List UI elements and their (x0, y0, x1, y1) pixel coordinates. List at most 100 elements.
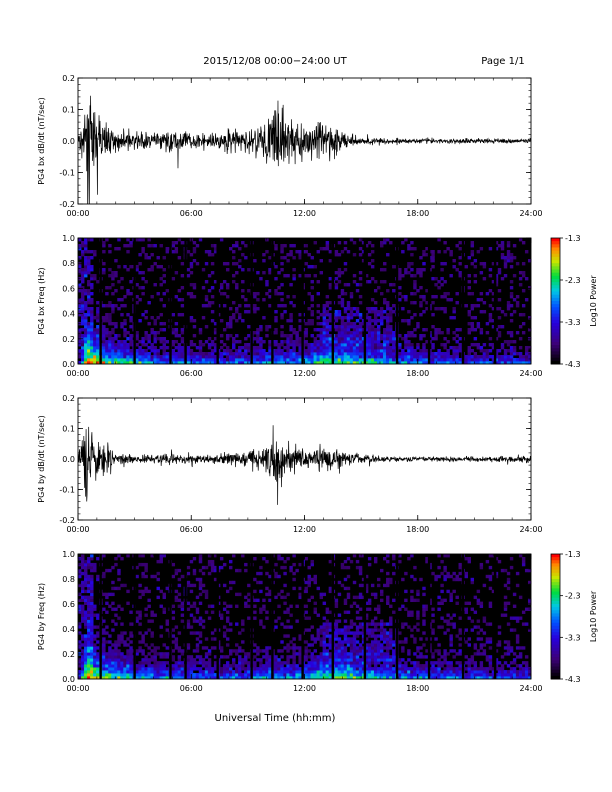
spectrogram-cell (141, 286, 145, 290)
spectrogram-cell (419, 664, 423, 668)
spectrogram-cell (325, 658, 330, 662)
spectrogram-cell (437, 667, 441, 671)
spectrogram-cell (247, 349, 251, 353)
spectrogram-cell (117, 673, 121, 677)
spectrogram-cell (509, 256, 514, 260)
spectrogram-cell (87, 595, 91, 600)
spectrogram-cell (222, 664, 227, 668)
spectrogram-cell (93, 331, 97, 335)
spectrogram-cell (210, 286, 215, 290)
spectrogram-cell (87, 295, 91, 299)
spectrogram-cell (355, 355, 360, 359)
spectrogram-cell (364, 313, 369, 317)
spectrogram-cell (120, 325, 124, 329)
spectrogram-cell (283, 583, 287, 588)
spectrogram-cell (364, 670, 369, 674)
spectrogram-cell (334, 343, 339, 347)
spectrogram-cell (527, 286, 532, 290)
spectrogram-cell (500, 343, 505, 347)
spectrogram-cell (144, 334, 148, 338)
spectrogram-cell (401, 250, 405, 254)
spectrogram-cell (482, 352, 487, 356)
spectrogram-cell (349, 619, 354, 623)
spectrogram-cell (102, 262, 106, 266)
spectrogram-cell (265, 325, 269, 329)
spectrogram-cell (114, 652, 118, 656)
spectrogram-cell (410, 628, 414, 632)
spectrogram-cell (446, 328, 450, 332)
spectrogram-cell (138, 238, 142, 242)
spectrogram-cell (383, 556, 387, 561)
colorbar-segment (551, 345, 560, 349)
spectrogram-cell (413, 355, 417, 359)
spectrogram-cell (123, 673, 127, 677)
spectrogram-cell (506, 340, 511, 344)
spectrogram-cell (138, 583, 142, 588)
spectrogram-cell (247, 652, 251, 656)
spectrogram-cell (370, 250, 375, 254)
spectrogram-cell (96, 301, 100, 305)
spectrogram-cell (174, 667, 179, 671)
spectrogram-cell (126, 352, 130, 356)
spectrogram-cell (337, 613, 342, 617)
spectrogram-cell (81, 571, 85, 576)
spectrogram-cell (494, 283, 499, 287)
spectrogram-cell (298, 361, 302, 365)
spectrogram-cell (328, 328, 333, 332)
spectrogram-cell (340, 670, 345, 674)
spectrogram-cell (192, 319, 197, 323)
spectrogram-cell (219, 565, 224, 570)
spectrogram-cell (96, 328, 100, 332)
spectrogram-cell (389, 334, 393, 338)
spectrogram-cell (295, 664, 299, 668)
spectrogram-cell (144, 574, 148, 579)
spectrogram-cell (449, 574, 453, 579)
spectrogram-cell (361, 658, 366, 662)
spectrogram-cell (325, 244, 330, 248)
spectrogram-cell (144, 589, 148, 594)
spectrogram-cell (238, 349, 242, 353)
spectrogram-cell (78, 265, 82, 269)
spectrogram-cell (449, 595, 453, 600)
spectrogram-cell (123, 319, 127, 323)
spectrogram-cell (292, 256, 296, 260)
spectrogram-cell (84, 616, 88, 620)
spectrogram-cell (337, 343, 342, 347)
spectrogram-cell (386, 337, 390, 341)
spectrogram-cell (180, 601, 185, 605)
spectrogram-cell (238, 658, 242, 662)
spectrogram-cell (488, 316, 493, 320)
spectrogram-cell (111, 322, 115, 326)
spectrogram-cell (373, 592, 378, 597)
spectrogram-cell (425, 664, 429, 668)
spectrogram-cell (90, 340, 94, 344)
spectrogram-cell (177, 568, 182, 573)
spectrogram-cell (141, 343, 145, 347)
spectrogram-cell (210, 667, 215, 671)
spectrogram-cell (355, 658, 360, 662)
spectrogram-cell (500, 241, 505, 245)
spectrogram-cell (386, 361, 390, 365)
spectrogram-cell (150, 331, 154, 335)
spectrogram-cell (274, 331, 278, 335)
spectrogram-cell (90, 325, 94, 329)
spectrogram-cell (78, 658, 82, 662)
spectrogram-cell (96, 577, 100, 582)
spectrogram-cell (325, 661, 330, 665)
spectrogram-cell (210, 352, 215, 356)
spectrogram-cell (198, 355, 203, 359)
spectrogram-cell (204, 595, 209, 600)
spectrogram-cell (316, 358, 320, 362)
spectrogram-cell (373, 559, 378, 564)
spectrogram-cell (102, 355, 106, 359)
spectrogram-cell (349, 313, 354, 317)
spectrogram-cell (253, 598, 257, 603)
spectrogram-cell (292, 658, 296, 662)
spectrogram-cell (102, 343, 106, 347)
spectrogram-cell (150, 343, 154, 347)
spectrogram-cell (90, 607, 94, 611)
spectrogram-cell (425, 253, 429, 257)
spectrogram-cell (120, 670, 124, 674)
spectrogram-cell (93, 637, 97, 641)
colorbar-segment (551, 288, 560, 293)
